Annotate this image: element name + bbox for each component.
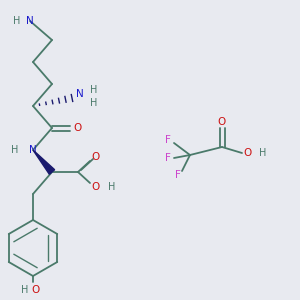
Text: N: N	[26, 16, 34, 26]
Text: H: H	[259, 148, 267, 158]
Text: F: F	[165, 135, 171, 145]
Polygon shape	[33, 150, 55, 174]
Text: H: H	[90, 98, 98, 108]
Text: H: H	[13, 16, 21, 26]
Text: O: O	[92, 152, 100, 162]
Text: O: O	[92, 182, 100, 192]
Text: O: O	[31, 285, 39, 295]
Text: O: O	[74, 123, 82, 133]
Text: H: H	[11, 145, 19, 155]
Text: H: H	[90, 85, 98, 95]
Text: O: O	[244, 148, 252, 158]
Text: F: F	[175, 170, 181, 180]
Text: N: N	[29, 145, 37, 155]
Text: H: H	[21, 285, 29, 295]
Text: H: H	[108, 182, 116, 192]
Text: F: F	[165, 153, 171, 163]
Text: O: O	[218, 117, 226, 127]
Text: N: N	[76, 89, 84, 99]
